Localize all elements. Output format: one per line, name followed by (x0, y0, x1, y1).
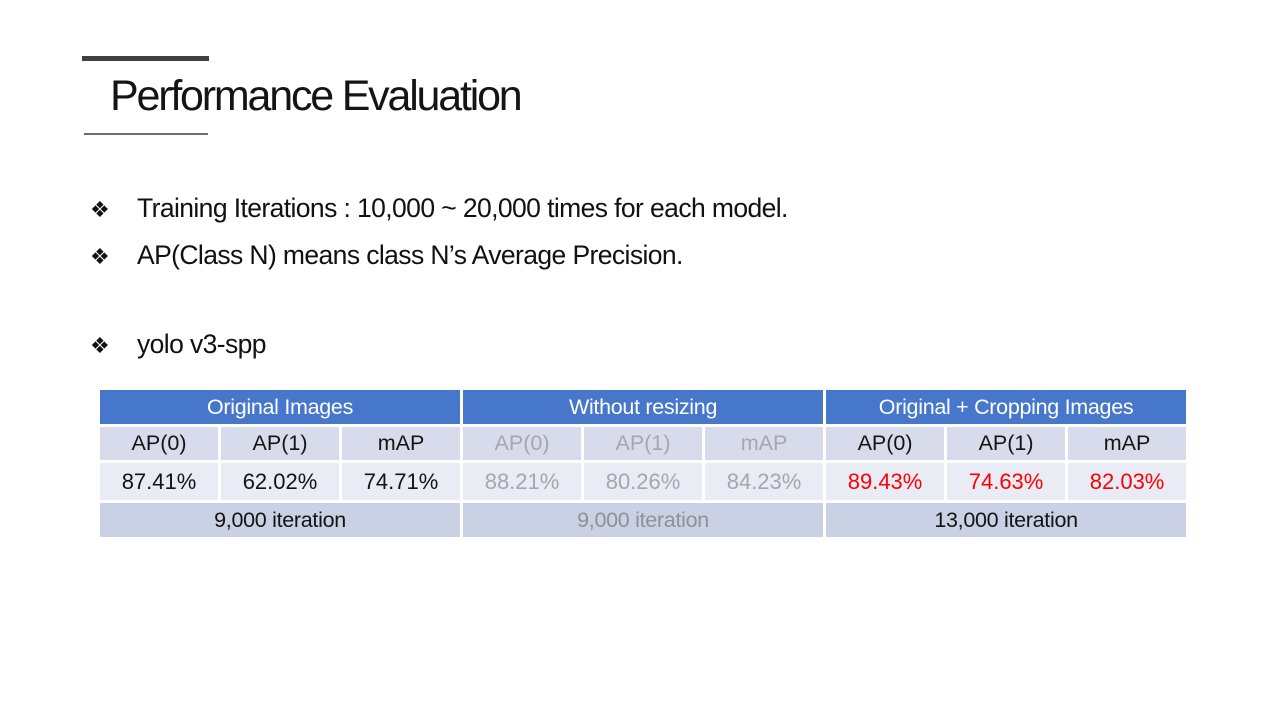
title-rule-bottom (84, 133, 208, 135)
bullet-text: AP(Class N) means class N’s Average Prec… (137, 240, 683, 270)
iteration-cell: 9,000 iteration (463, 503, 824, 537)
col-header-cell: AP(1) (221, 427, 339, 460)
value-cell: 74.63% (947, 463, 1066, 500)
col-header-cell: mAP (1068, 427, 1187, 460)
col-header-cell: AP(1) (947, 427, 1066, 460)
col-header-cell: mAP (705, 427, 824, 460)
group-header-cell: Original + Cropping Images (826, 390, 1187, 424)
col-header-cell: AP(0) (826, 427, 945, 460)
value-cell: 87.41% (100, 463, 218, 500)
bullet-text: Training Iterations : 10,000 ~ 20,000 ti… (137, 193, 788, 223)
value-cell: 62.02% (221, 463, 339, 500)
title-rule-top (82, 56, 209, 61)
diamond-bullet-icon: ❖ (90, 245, 110, 270)
col-header-cell: mAP (342, 427, 461, 460)
bullet-item: ❖ Training Iterations : 10,000 ~ 20,000 … (90, 192, 1190, 227)
group-header-cell: Original Images (100, 390, 461, 424)
bullet-text: yolo v3-spp (137, 329, 267, 359)
group-header-cell: Without resizing (463, 390, 824, 424)
bullet-list: ❖ Training Iterations : 10,000 ~ 20,000 … (90, 192, 1190, 375)
col-header-cell: AP(0) (100, 427, 218, 460)
iteration-cell: 13,000 iteration (826, 503, 1187, 537)
col-header-cell: AP(0) (463, 427, 582, 460)
value-cell: 82.03% (1068, 463, 1187, 500)
table-group-header-row: Original Images Without resizing Origina… (100, 390, 1187, 424)
values-row: 87.41% 62.02% 74.71% 88.21% 80.26% 84.23… (100, 463, 1187, 500)
column-header-row: AP(0) AP(1) mAP AP(0) AP(1) mAP AP(0) AP… (100, 427, 1187, 460)
bullet-item: ❖ yolo v3-spp (90, 328, 1190, 363)
results-table-container: Original Images Without resizing Origina… (97, 387, 1189, 540)
iteration-row: 9,000 iteration 9,000 iteration 13,000 i… (100, 503, 1187, 537)
page-title: Performance Evaluation (110, 72, 523, 120)
value-cell: 84.23% (705, 463, 824, 500)
diamond-bullet-icon: ❖ (90, 198, 110, 223)
results-table: Original Images Without resizing Origina… (97, 387, 1189, 540)
value-cell: 80.26% (584, 463, 703, 500)
bullet-item: ❖ AP(Class N) means class N’s Average Pr… (90, 239, 1190, 274)
col-header-cell: AP(1) (584, 427, 703, 460)
value-cell: 74.71% (342, 463, 461, 500)
diamond-bullet-icon: ❖ (90, 334, 110, 359)
value-cell: 88.21% (463, 463, 582, 500)
value-cell: 89.43% (826, 463, 945, 500)
iteration-cell: 9,000 iteration (100, 503, 461, 537)
